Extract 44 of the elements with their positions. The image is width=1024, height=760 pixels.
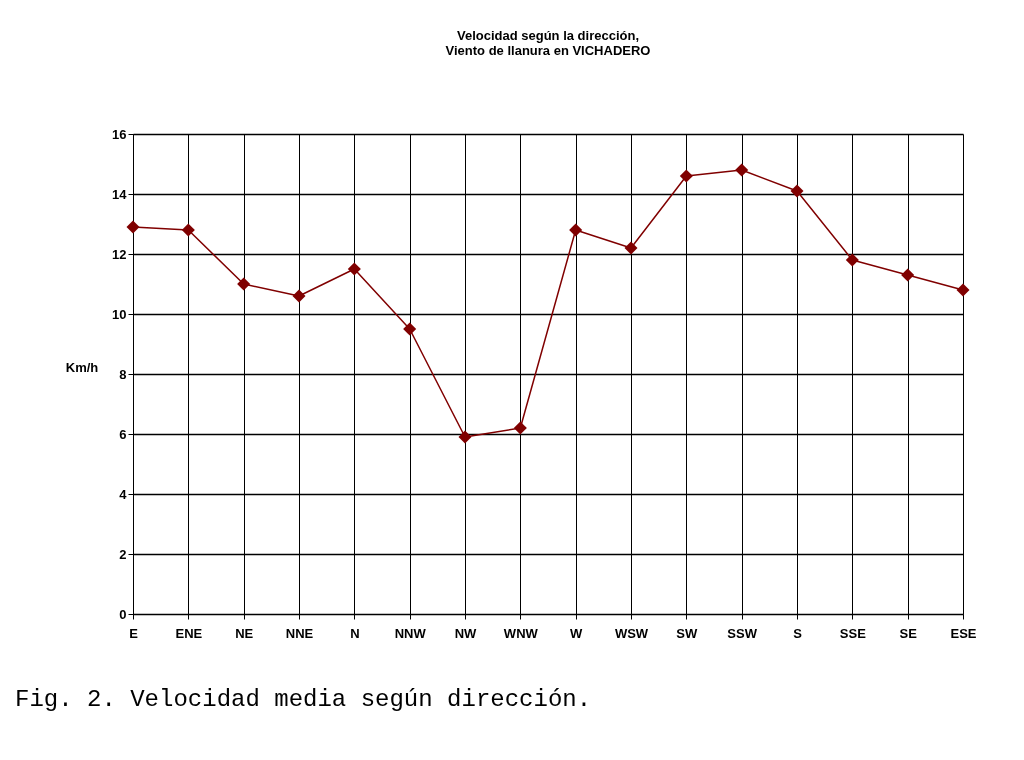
x-tick-label: NNW xyxy=(394,625,427,641)
y-tick-label: 14 xyxy=(112,186,128,202)
x-tick-label: S xyxy=(793,625,803,641)
point xyxy=(956,283,970,297)
x-tick-label: NNE xyxy=(285,625,314,641)
x-tick-label: W xyxy=(570,625,584,641)
point xyxy=(292,289,306,303)
point xyxy=(458,430,472,444)
x-tick-label: WNW xyxy=(503,625,539,641)
point xyxy=(403,322,417,336)
chart-title: Velocidad según la dirección, Viento de llanura en VICHADERO xyxy=(445,28,651,58)
y-tick-label: 0 xyxy=(119,606,127,622)
point xyxy=(569,223,583,237)
point xyxy=(181,223,195,237)
point xyxy=(790,184,804,198)
point xyxy=(679,169,693,183)
point xyxy=(513,421,527,435)
point xyxy=(735,163,749,177)
point xyxy=(901,268,915,282)
x-tick-label: SSE xyxy=(839,625,867,641)
x-tick-label: ENE xyxy=(175,625,203,641)
y-tick-label: 2 xyxy=(119,546,127,562)
y-tick-label: 10 xyxy=(112,306,127,322)
caption: Fig. 2. Velocidad media según dirección. xyxy=(15,686,592,713)
point xyxy=(347,262,361,276)
y-tick-label: 4 xyxy=(119,486,128,502)
point xyxy=(126,220,140,234)
x-tick-label: N xyxy=(350,625,360,641)
x-tick-label: E xyxy=(129,625,139,641)
point xyxy=(845,253,859,267)
x-tick-label: ESE xyxy=(950,625,977,641)
y-tick-label: 6 xyxy=(119,426,127,442)
y-tick-label: 12 xyxy=(112,246,127,262)
y-tick-label: 8 xyxy=(119,366,127,382)
x-tick-label: NW xyxy=(454,625,478,641)
point xyxy=(237,277,251,291)
y-tick-label: 16 xyxy=(112,126,127,142)
x-tick-label: WSW xyxy=(614,625,649,641)
x-tick-label: SW xyxy=(676,625,699,641)
point xyxy=(624,241,638,255)
x-tick-label: NE xyxy=(235,625,254,641)
y-axis-title: Km/h xyxy=(65,359,99,375)
x-tick-label: SE xyxy=(899,625,918,641)
x-tick-label: SSW xyxy=(727,625,758,641)
